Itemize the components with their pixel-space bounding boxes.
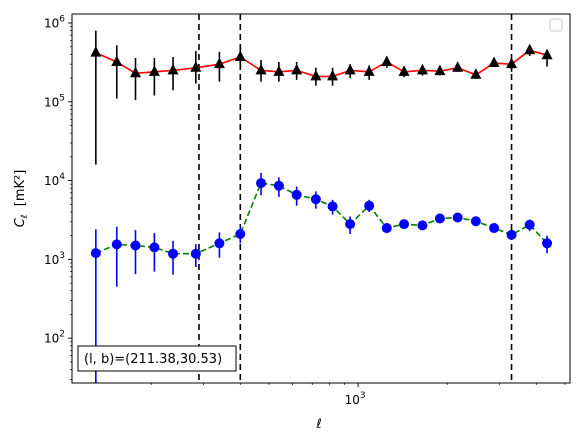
data-point <box>506 229 517 240</box>
data-point <box>524 219 535 230</box>
data-point <box>489 223 500 234</box>
x-tick-label: 103 <box>345 391 366 407</box>
data-point <box>213 57 225 69</box>
data-point <box>235 228 246 239</box>
data-point <box>434 64 446 76</box>
data-point <box>541 48 553 60</box>
axis-ticks: 102 103 104 105 106 103 <box>44 14 566 407</box>
data-point <box>381 223 392 234</box>
y-tick-label: 103 <box>44 251 65 267</box>
data-point <box>452 212 463 223</box>
series-2 <box>90 172 553 383</box>
data-point <box>291 189 302 200</box>
data-point <box>190 248 201 259</box>
data-point <box>398 65 410 76</box>
data-point <box>344 63 356 75</box>
data-point <box>256 178 267 189</box>
axes-frame <box>71 13 571 384</box>
data-point <box>470 68 482 79</box>
data-point <box>168 248 179 259</box>
data-point <box>363 65 375 76</box>
data-point <box>234 50 246 62</box>
data-point <box>524 43 536 55</box>
plot-area <box>90 14 553 383</box>
data-point <box>542 238 553 249</box>
x-axis-label: ℓ <box>315 417 321 432</box>
y-tick-label: 105 <box>44 93 65 109</box>
data-point <box>273 65 285 76</box>
data-point <box>364 200 375 211</box>
data-point <box>452 61 464 72</box>
data-point <box>381 55 393 66</box>
data-point <box>470 216 481 227</box>
data-point <box>488 56 500 68</box>
data-point <box>417 220 428 231</box>
legend-box <box>549 18 563 32</box>
data-point <box>214 238 225 249</box>
y-tick-label: 102 <box>44 330 65 346</box>
data-point <box>255 63 267 75</box>
data-point <box>148 65 160 76</box>
data-point <box>345 219 356 230</box>
data-point <box>310 69 322 81</box>
y-axis-label: Cℓ [mK²] <box>13 170 30 228</box>
data-point <box>111 55 123 66</box>
data-point <box>327 69 339 81</box>
data-point <box>506 57 518 69</box>
data-point <box>273 180 284 191</box>
data-point <box>416 63 428 75</box>
annotation-box: (l, b)=(211.38,30.53) <box>77 345 237 372</box>
y-tick-label: 106 <box>44 14 65 30</box>
data-point <box>327 201 338 212</box>
data-point <box>90 248 101 259</box>
data-point <box>190 61 202 72</box>
annotation-text: (l, b)=(211.38,30.53) <box>84 352 222 367</box>
data-point <box>399 219 410 230</box>
data-point <box>291 63 303 75</box>
data-point <box>130 66 142 78</box>
data-point <box>90 46 102 57</box>
data-point <box>130 240 141 251</box>
data-point <box>111 239 122 250</box>
y-tick-label: 104 <box>44 172 65 188</box>
series-line <box>95 49 548 78</box>
series-1 <box>90 30 553 165</box>
data-point <box>149 242 160 253</box>
data-point <box>434 213 445 224</box>
data-point <box>167 63 179 75</box>
data-point <box>310 194 321 205</box>
